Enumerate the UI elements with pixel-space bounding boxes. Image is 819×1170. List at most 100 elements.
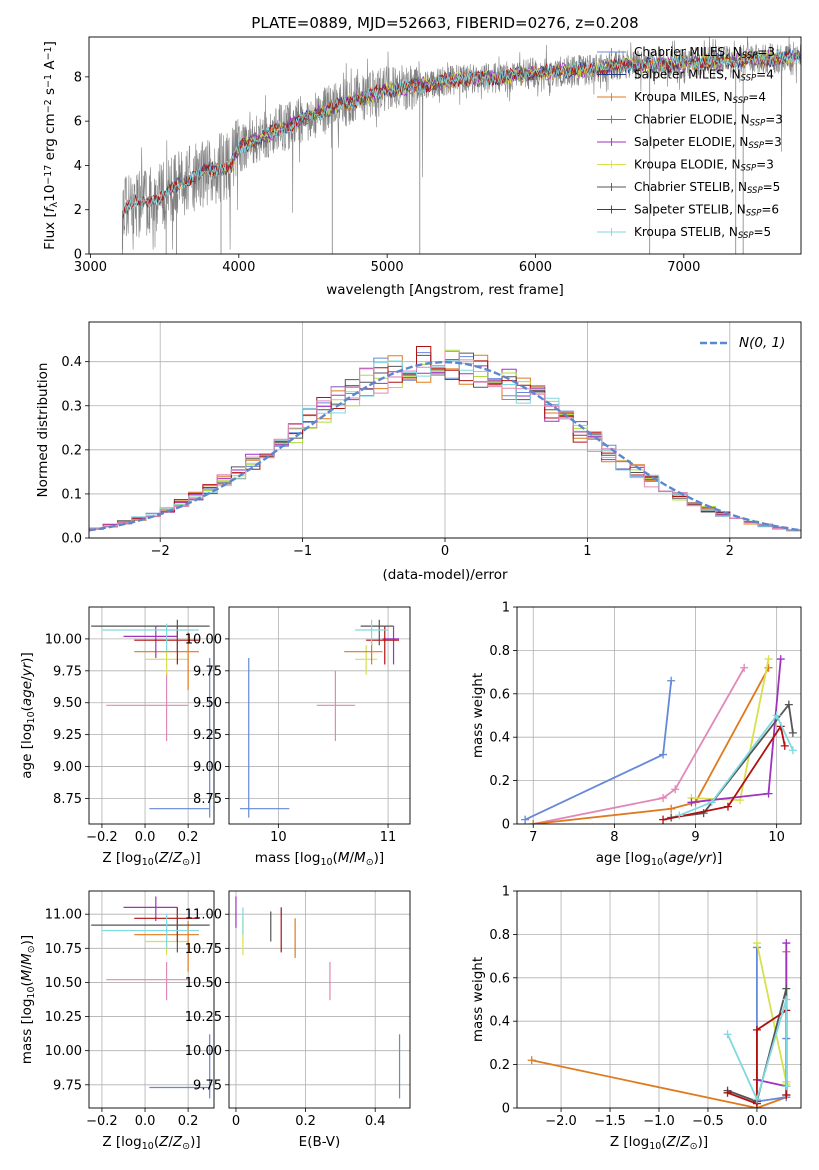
legend-subscript: SSP <box>742 51 758 61</box>
y-tick-label: 1 <box>502 601 510 616</box>
x-tick-label: 10 <box>270 830 287 845</box>
x-tick-label: 0.2 <box>178 830 199 845</box>
error-bar-point <box>123 626 178 659</box>
plot-frame <box>88 36 802 255</box>
legend-subscript: SSP <box>747 186 763 196</box>
weight-series <box>521 676 676 824</box>
y-tick-label: 0.8 <box>489 928 510 943</box>
plus-marker <box>780 741 789 750</box>
y-tick-label: 0.4 <box>489 1015 510 1030</box>
plus-marker <box>687 798 696 807</box>
y-tick-label: 0.3 <box>61 399 82 414</box>
legend-entry: Kroupa MILES, NSSP=4 <box>634 90 766 106</box>
y-tick-label: 10.25 <box>45 1010 82 1025</box>
plus-marker <box>699 809 708 818</box>
y-axis-label: mass weight <box>470 673 486 758</box>
plus-marker <box>782 939 791 948</box>
x-axis-label: mass [log10(M/M⊙)] <box>255 850 384 868</box>
y-tick-label: 0.2 <box>61 443 82 458</box>
plus-marker <box>782 1090 791 1099</box>
plus-marker <box>707 798 716 807</box>
legend-subscript: SSP <box>738 231 754 241</box>
y-tick-label: 8 <box>74 70 82 85</box>
error-bar-point <box>355 645 378 675</box>
x-tick-label: 0.0 <box>135 1114 156 1129</box>
y-tick-label: 0.2 <box>489 1058 510 1073</box>
plot-frame <box>228 890 411 1109</box>
y-tick-label: 0.6 <box>489 971 510 986</box>
plus-marker <box>659 815 668 824</box>
plus-marker <box>784 700 793 709</box>
legend-label: Kroupa ELODIE, N <box>634 158 741 172</box>
y-tick-label: 0.1 <box>61 487 82 502</box>
plus-marker <box>788 746 797 755</box>
plus-marker <box>723 1088 732 1097</box>
plot-frame <box>88 321 802 539</box>
y-tick-label: 10.00 <box>45 1044 82 1059</box>
y-tick-label: 9.50 <box>53 696 82 711</box>
x-axis-label: (data-model)/error <box>382 567 508 583</box>
plus-marker <box>788 728 797 737</box>
legend-suffix: =3 <box>765 113 783 127</box>
x-tick-label: 3000 <box>74 260 107 275</box>
error-bar-point <box>101 914 199 949</box>
plot-frame <box>516 890 802 1109</box>
y-axis-label: age [log10(age/yr)] <box>19 652 37 778</box>
weight-series <box>659 722 789 824</box>
error-bar-point <box>106 670 189 742</box>
x-tick-label: 0 <box>232 1114 240 1129</box>
x-tick-label: 0.4 <box>365 1114 386 1129</box>
legend-label: Salpeter STELIB, N <box>634 203 746 217</box>
histogram-step <box>89 351 801 532</box>
x-tick-label: 0.2 <box>178 1114 199 1129</box>
weight-series <box>687 655 785 807</box>
y-tick-label: 8.75 <box>53 792 82 807</box>
legend-entry: Salpeter MILES, NSSP=4 <box>634 68 774 84</box>
error-bar-point <box>316 670 356 742</box>
model-spectrum-kroupa-stelib <box>122 50 801 215</box>
y-tick-label: 9.75 <box>193 664 222 679</box>
legend-suffix: =3 <box>757 45 775 59</box>
y-tick-label: 10.50 <box>45 976 82 991</box>
chart-age_vs_mass: 10 11 8.75 9.00 9.25 9.50 9.75 10.00 mass [log10… <box>185 606 411 868</box>
legend-subscript: SSP <box>733 96 749 106</box>
plus-marker <box>772 711 781 720</box>
y-tick-label: 0.8 <box>489 644 510 659</box>
legend-suffix: =5 <box>763 180 781 194</box>
chart-title: PLATE=0889, MJD=52663, FIBERID=0276, z=0… <box>251 14 638 32</box>
plus-marker <box>723 802 732 811</box>
plus-marker <box>667 676 676 685</box>
x-tick-label: −1.0 <box>643 1114 675 1129</box>
plus-marker <box>782 984 791 993</box>
x-axis-label: Z [log10(Z/Z⊙)] <box>610 1134 708 1152</box>
x-axis-label: E(B-V) <box>299 1134 341 1150</box>
y-tick-label: 10.00 <box>185 1044 222 1059</box>
x-tick-label: −0.5 <box>692 1114 724 1129</box>
error-bar-point <box>149 1034 211 1099</box>
error-bar-point <box>149 658 211 818</box>
plus-marker <box>723 1030 732 1039</box>
weight-line <box>726 999 788 1102</box>
chart-weight_vs_Z: −2.0 −1.5 −1.0 −0.5 0.0 0 0.2 0.4 0.6 0.8 1 Z [log1… <box>470 885 802 1152</box>
error-bar-point <box>360 619 394 646</box>
plus-marker <box>529 820 538 824</box>
error-bar-point <box>101 623 199 652</box>
legend-subscript: SSP <box>750 119 766 129</box>
y-tick-label: 9.25 <box>193 728 222 743</box>
x-tick-label: −0.2 <box>86 1114 118 1129</box>
normal-curve <box>89 360 801 532</box>
weight-line <box>678 713 794 817</box>
legend-label: Chabrier STELIB, N <box>634 180 747 194</box>
plus-marker <box>667 804 676 813</box>
x-tick-label: 6000 <box>519 260 552 275</box>
y-axis-label: Flux [fλ10−17 erg cm−2 s−1 A−1] <box>42 41 60 250</box>
plot-frame <box>516 606 802 825</box>
plot-frame <box>88 606 215 825</box>
legend-suffix: =3 <box>764 135 782 149</box>
chart-weight_vs_age: 7 8 9 10 0 0.2 0.4 0.6 0.8 1 age [log10(age/yr)] ma… <box>470 601 802 868</box>
plus-marker <box>782 1082 791 1091</box>
weight-line <box>662 724 786 821</box>
x-tick-label: −2 <box>151 544 170 559</box>
